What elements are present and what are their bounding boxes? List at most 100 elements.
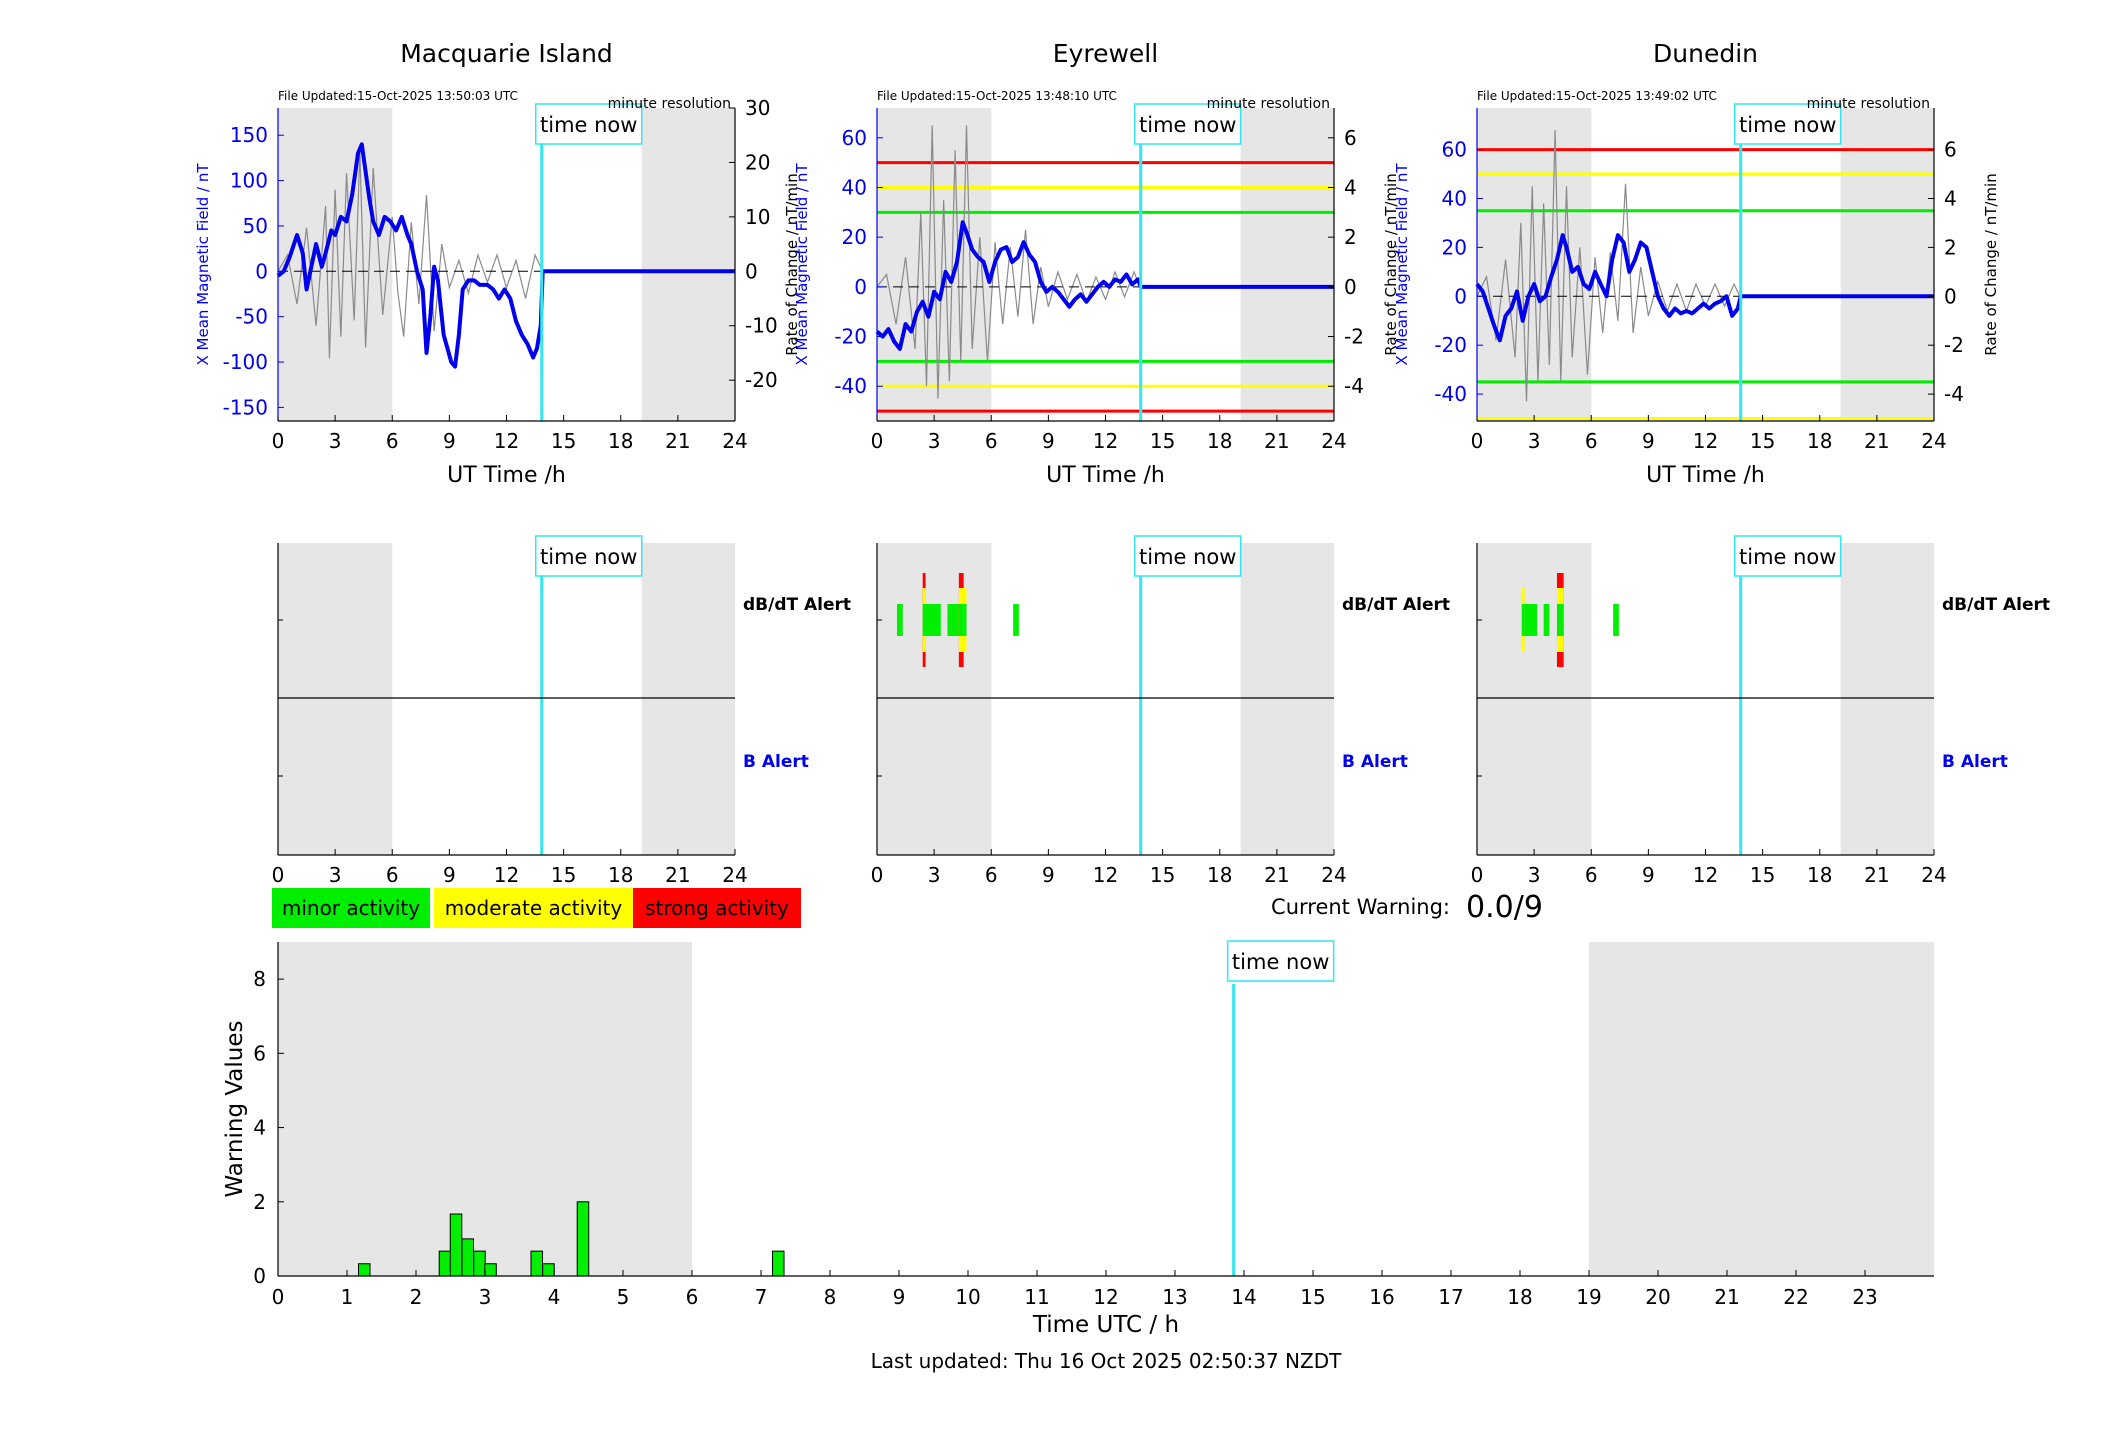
y-right-tick-label: 2 — [1944, 235, 1957, 259]
night-shading — [1477, 543, 1592, 855]
warning-bar — [542, 1263, 555, 1277]
x-tick-label: 24 — [722, 429, 747, 453]
station-title: Dunedin — [1653, 39, 1758, 68]
x-tick-label: 15 — [1750, 863, 1775, 887]
x-tick-label: 9 — [1642, 863, 1655, 887]
warning-bar — [438, 1250, 452, 1277]
x-tick-label: 15 — [1750, 429, 1775, 453]
activity-legend: minor activity moderate activity strong ac… — [272, 888, 801, 928]
x-tick-label: 20 — [1645, 1285, 1670, 1309]
y-tick-label: 2 — [253, 1190, 266, 1214]
time-now-label: time now — [1232, 950, 1329, 974]
x-tick-label: 6 — [386, 429, 399, 453]
file-updated-text: File Updated:15-Oct-2025 13:49:02 UTC — [1477, 89, 1717, 103]
y-left-tick-label: 20 — [842, 225, 867, 249]
y-right-tick-label: 6 — [1944, 138, 1957, 162]
alert-minor-mark — [896, 604, 903, 636]
alert-strip-0: time now 0 3 6 9 12 15 18 21 24 dB/dT Alert B Alert — [272, 535, 851, 887]
station-title: Macquarie Island — [400, 39, 613, 68]
time-now-label: time now — [1739, 545, 1836, 569]
x-axis-label: UT Time /h — [447, 463, 566, 488]
x-tick-label: 24 — [1321, 863, 1346, 887]
alert-minor-mark — [958, 604, 964, 636]
x-tick-label: 3 — [329, 863, 342, 887]
y-right-tick-label: 30 — [745, 96, 770, 120]
night-shading — [1240, 543, 1334, 855]
y-right-axis-label: Rate of Change / nT/min — [1382, 173, 1400, 355]
y-left-axis-label: X Mean Magnetic Field / nT — [194, 163, 212, 366]
night-shading — [278, 942, 692, 1276]
alert-strip-2: time now 0 3 6 9 12 15 18 21 24 dB/dT Alert B Alert — [1471, 535, 2050, 887]
x-tick-label: 9 — [1642, 429, 1655, 453]
x-tick-label: 18 — [1807, 429, 1832, 453]
y-right-tick-label: -20 — [745, 368, 778, 392]
night-shading — [641, 543, 735, 855]
x-tick-label: 7 — [755, 1285, 768, 1309]
x-tick-label: 24 — [1321, 429, 1346, 453]
x-tick-label: 12 — [494, 429, 519, 453]
warning-bar — [771, 1250, 785, 1277]
x-tick-label: 3 — [479, 1285, 492, 1309]
y-tick-label: 0 — [253, 1264, 266, 1288]
y-left-tick-label: 0 — [1454, 284, 1467, 308]
x-tick-label: 3 — [329, 429, 342, 453]
warning-bar — [484, 1263, 497, 1277]
x-tick-label: 15 — [551, 863, 576, 887]
x-tick-label: 2 — [410, 1285, 423, 1309]
y-right-tick-label: -4 — [1944, 382, 1964, 406]
x-tick-label: 18 — [1507, 1285, 1532, 1309]
y-left-tick-label: -40 — [1434, 382, 1467, 406]
x-tick-label: 6 — [985, 863, 998, 887]
y-left-tick-label: 150 — [230, 123, 268, 147]
x-tick-label: 6 — [1585, 863, 1598, 887]
x-tick-label: 18 — [1207, 429, 1232, 453]
warning-bar — [473, 1250, 486, 1277]
magnetic-field-line — [276, 142, 735, 369]
x-axis-label: UT Time /h — [1646, 463, 1765, 488]
night-shading — [877, 543, 992, 855]
x-tick-label: 14 — [1231, 1285, 1256, 1309]
time-now-label: time now — [1139, 113, 1236, 137]
y-left-tick-label: 60 — [842, 126, 867, 150]
alert-minor-mark — [1556, 604, 1564, 636]
alert-minor-mark — [947, 604, 959, 636]
x-tick-label: 0 — [871, 429, 884, 453]
legend-swatch — [434, 888, 633, 928]
x-tick-label: 0 — [272, 429, 285, 453]
dbdt-alert-label: dB/dT Alert — [1942, 595, 2050, 615]
time-now-label: time now — [1139, 545, 1236, 569]
night-shading — [278, 543, 393, 855]
x-tick-label: 23 — [1852, 1285, 1877, 1309]
rate-of-change-line — [1476, 129, 1741, 402]
x-tick-label: 9 — [443, 429, 456, 453]
night-shading — [641, 108, 735, 421]
y-right-tick-label: -2 — [1944, 333, 1964, 357]
y-left-tick-label: -50 — [235, 305, 268, 329]
magnetic-field-line — [1475, 233, 1934, 343]
alert-minor-mark — [1013, 604, 1019, 636]
file-updated-text: File Updated:15-Oct-2025 13:50:03 UTC — [278, 89, 518, 103]
alert-minor-mark — [1613, 604, 1619, 636]
y-left-tick-label: 40 — [842, 175, 867, 199]
time-now-box — [1133, 103, 1242, 145]
x-tick-label: 17 — [1438, 1285, 1463, 1309]
time-now-box — [534, 535, 643, 577]
warning-bar — [461, 1238, 475, 1277]
x-tick-label: 24 — [722, 863, 747, 887]
x-tick-label: 9 — [443, 863, 456, 887]
legend-swatch — [633, 888, 801, 928]
x-tick-label: 3 — [928, 429, 941, 453]
y-right-tick-label: -4 — [1344, 374, 1364, 398]
x-tick-label: 12 — [1693, 429, 1718, 453]
x-tick-label: 18 — [608, 429, 633, 453]
x-tick-label: 6 — [386, 863, 399, 887]
time-now-label: time now — [1739, 113, 1836, 137]
x-tick-label: 6 — [1585, 429, 1598, 453]
y-left-tick-label: 60 — [1442, 138, 1467, 162]
y-left-tick-label: -40 — [834, 374, 867, 398]
x-tick-label: 10 — [955, 1285, 980, 1309]
x-tick-label: 16 — [1369, 1285, 1394, 1309]
